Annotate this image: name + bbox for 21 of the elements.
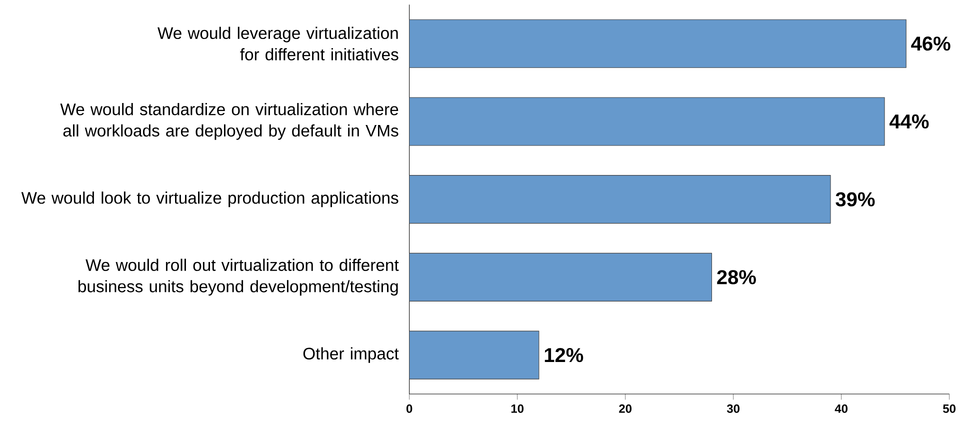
x-tick-label: 10 xyxy=(511,404,524,413)
y-tick-label: We would leverage virtualization for different initiatives xyxy=(158,26,398,60)
data-label: 44% xyxy=(890,114,929,128)
data-label: 28% xyxy=(717,270,756,284)
x-tick-label: 50 xyxy=(943,404,956,413)
bar xyxy=(409,252,712,302)
y-tick-label: We would roll out virtualization to different business units beyond development/testing xyxy=(78,258,399,296)
data-label: 12% xyxy=(544,348,584,362)
bar xyxy=(409,97,885,146)
x-tick-label: 0 xyxy=(406,404,412,413)
x-tick-label: 20 xyxy=(619,404,632,413)
bar xyxy=(409,19,906,68)
data-label: 39% xyxy=(836,192,875,206)
bar xyxy=(409,175,831,224)
y-tick-label: We would look to virtualize production applications xyxy=(21,192,398,208)
y-tick-label: We would standardize on virtualization where all workloads are deployed by default in VMs xyxy=(60,103,398,140)
x-tick-label: 40 xyxy=(834,404,848,413)
bar xyxy=(409,330,540,380)
y-tick-label: Other impact xyxy=(303,347,399,363)
x-tick-label: 30 xyxy=(726,404,740,413)
data-label: 46% xyxy=(911,36,950,51)
